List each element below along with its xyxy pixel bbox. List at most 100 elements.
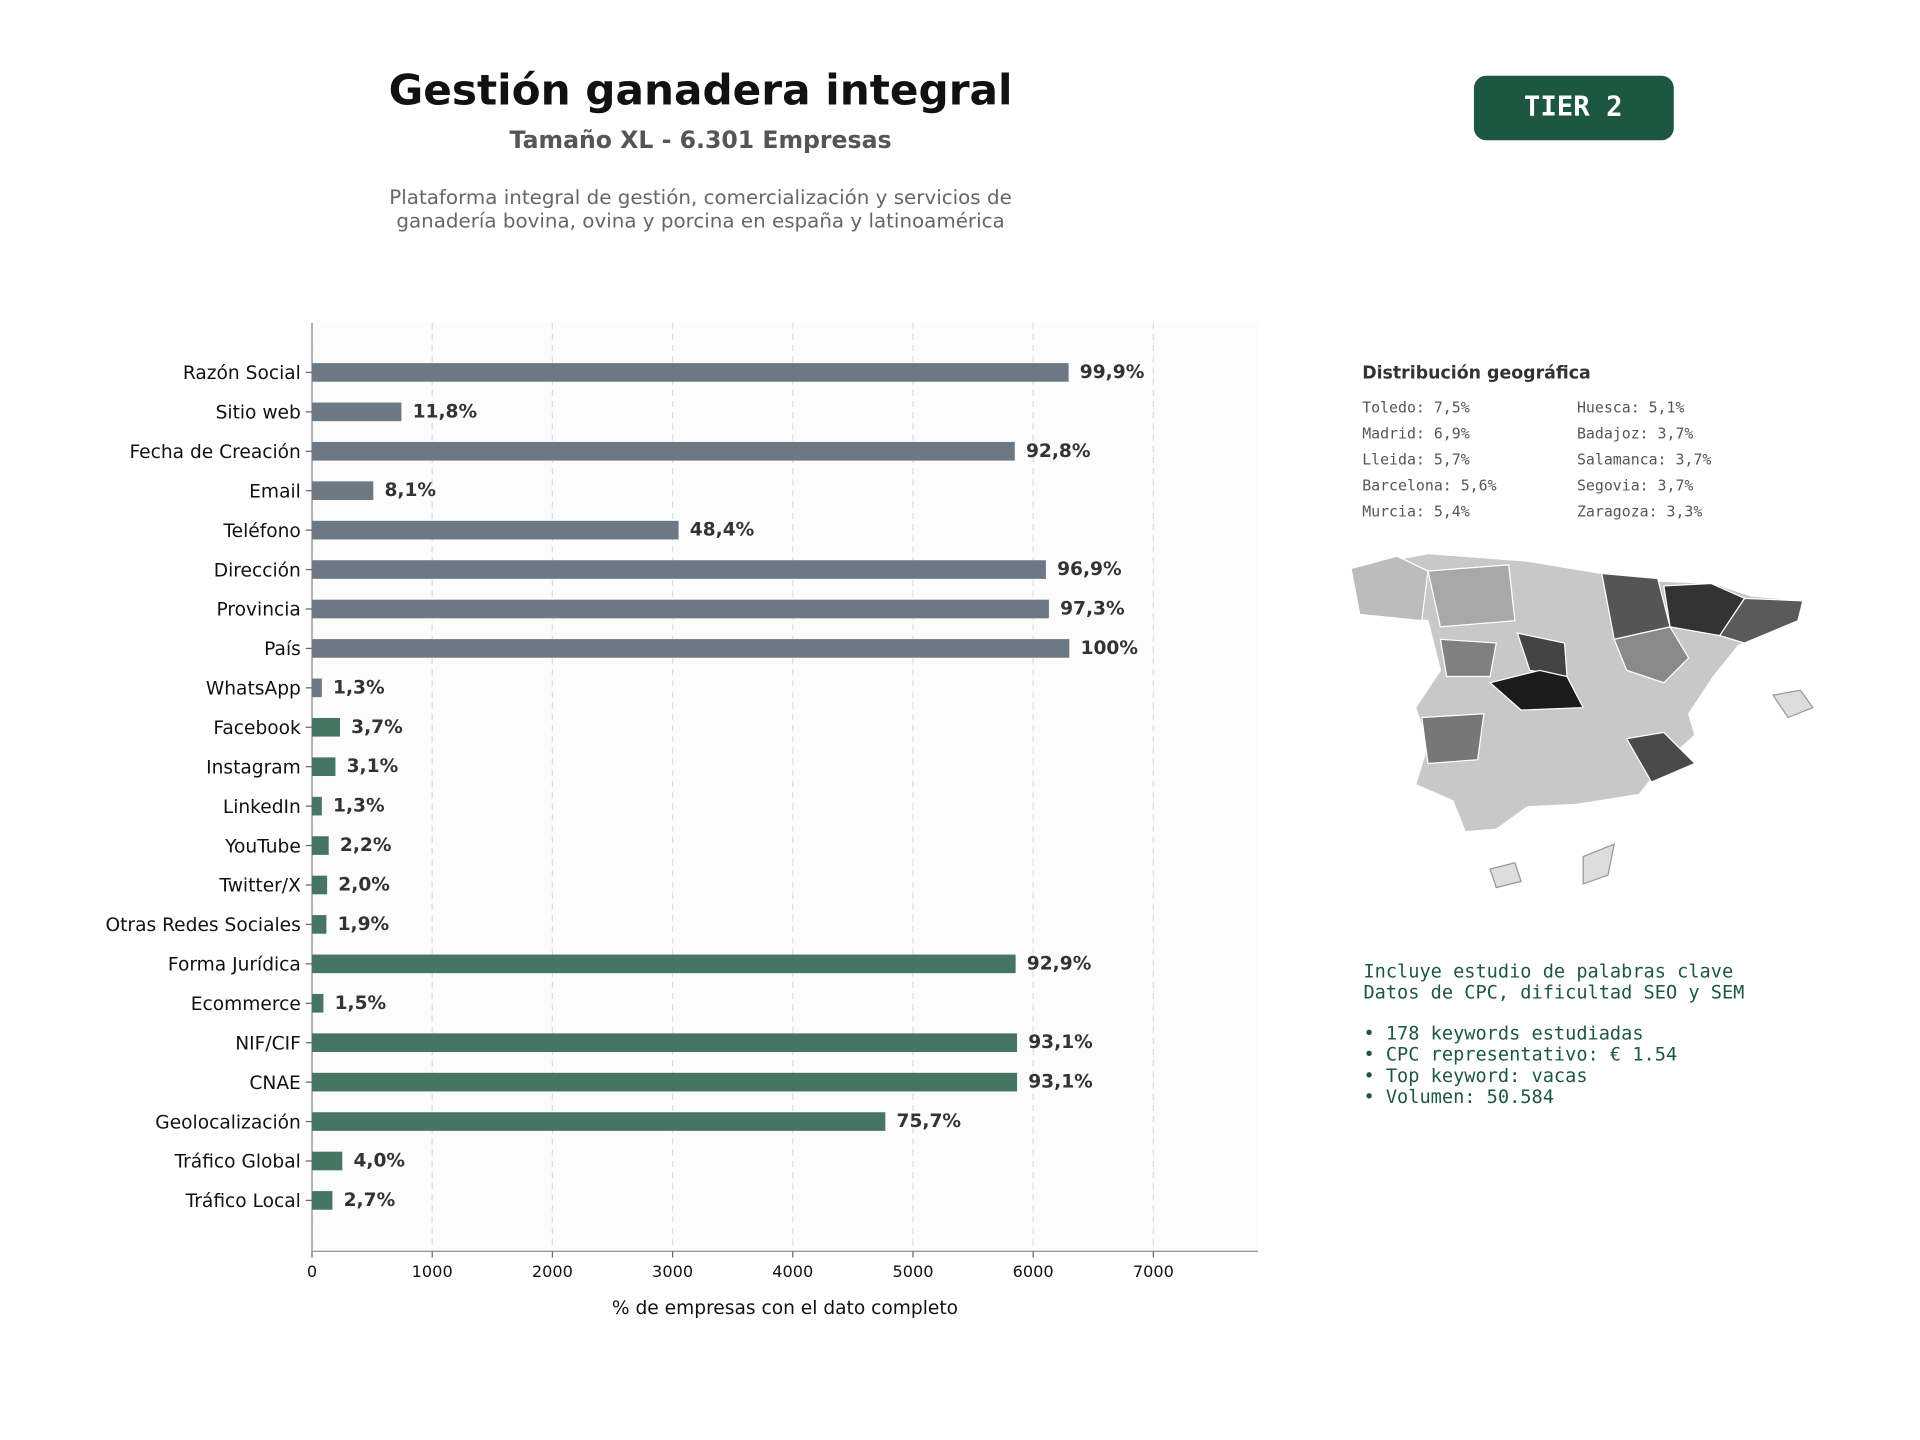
keyword-intro: Datos de CPC, dificultad SEO y SEM	[1363, 983, 1744, 1004]
description: ganadería bovina, ovina y porcina en esp…	[396, 210, 1004, 233]
y-tick-label: Provincia	[217, 600, 301, 621]
x-tick-label: 2000	[532, 1262, 573, 1281]
geo-item: Salamanca: 3,7%	[1577, 451, 1711, 469]
x-tick-label: 7000	[1133, 1262, 1174, 1281]
y-tick-label: NIF/CIF	[235, 1033, 301, 1054]
plot-area	[312, 322, 1258, 1252]
map-region	[1488, 669, 1585, 711]
bar	[312, 954, 1016, 974]
value-label: 92,8%	[1026, 441, 1091, 462]
keyword-intro: Incluye estudio de palabras clave	[1363, 961, 1733, 982]
y-tick-label: Ecommerce	[191, 994, 301, 1015]
value-label: 96,9%	[1057, 559, 1122, 580]
value-label: 8,1%	[384, 480, 436, 501]
bar	[312, 796, 322, 816]
bar	[312, 757, 336, 777]
value-label: 93,1%	[1028, 1072, 1093, 1093]
value-label: 3,1%	[347, 756, 399, 777]
map	[1350, 553, 1814, 889]
y-tick-label: Facebook	[213, 718, 301, 739]
y-tick-label: Sitio web	[216, 403, 301, 424]
y-tick-label: WhatsApp	[206, 679, 301, 700]
y-tick-label: Twitter/X	[218, 876, 301, 897]
geo-item: Lleida: 5,7%	[1362, 451, 1470, 469]
geo-item: Madrid: 6,9%	[1362, 424, 1470, 442]
geo-item: Segovia: 3,7%	[1577, 477, 1693, 495]
badge-text: TIER 2	[1524, 91, 1623, 122]
bar	[312, 1151, 343, 1171]
y-tick-label: YouTube	[224, 836, 301, 857]
x-tick-label: 0	[307, 1262, 317, 1281]
bar	[312, 1112, 886, 1131]
value-label: 93,1%	[1028, 1032, 1093, 1053]
y-tick-label: Tráfico Global	[174, 1152, 301, 1173]
bar	[312, 993, 324, 1013]
y-tick-label: Forma Jurídica	[168, 955, 301, 976]
value-label: 3,7%	[351, 717, 403, 738]
keyword-bullet: • CPC representativo: € 1.54	[1363, 1045, 1677, 1066]
bar	[312, 717, 341, 737]
bar	[312, 639, 1070, 658]
description: Plataforma integral de gestión, comercia…	[389, 186, 1011, 209]
x-tick-label: 1000	[412, 1262, 453, 1281]
value-label: 75,7%	[897, 1111, 962, 1132]
keyword-bullet: • Top keyword: vacas	[1363, 1066, 1587, 1087]
bar	[312, 1191, 333, 1210]
keyword-bullet: • Volumen: 50.584	[1363, 1087, 1553, 1108]
value-label: 1,9%	[338, 914, 390, 935]
y-tick-label: Tráfico Local	[185, 1191, 301, 1212]
geo-item: Murcia: 5,4%	[1362, 503, 1470, 521]
bar	[312, 875, 328, 895]
bar	[312, 441, 1015, 461]
y-tick-label: Instagram	[206, 757, 301, 778]
map-region	[1350, 555, 1429, 622]
value-label: 92,9%	[1027, 953, 1092, 974]
map-region	[1625, 731, 1696, 783]
y-tick-label: Dirección	[214, 560, 301, 581]
value-label: 2,2%	[340, 835, 392, 856]
geo-item: Barcelona: 5,6%	[1362, 477, 1496, 495]
value-label: 2,0%	[338, 874, 390, 895]
y-tick-label: Teléfono	[222, 521, 300, 542]
keyword-bullet: • 178 keywords estudiadas	[1363, 1024, 1643, 1045]
value-label: 1,3%	[333, 677, 385, 698]
map-region	[1718, 597, 1804, 644]
map-island	[1582, 843, 1616, 885]
geo-item: Zaragoza: 3,3%	[1577, 503, 1702, 521]
value-label: 11,8%	[413, 401, 478, 422]
value-label: 100%	[1081, 638, 1139, 659]
geo-item: Huesca: 5,1%	[1577, 398, 1685, 416]
value-label: 48,4%	[690, 520, 755, 541]
map-region	[1427, 564, 1516, 628]
geo-title: Distribución geográfica	[1362, 364, 1591, 384]
bar	[312, 836, 329, 855]
value-label: 99,9%	[1080, 362, 1145, 383]
subtitle: Tamaño XL - 6.301 Empresas	[510, 126, 892, 154]
bar	[312, 1072, 1018, 1092]
bar	[312, 915, 327, 934]
y-tick-label: LinkedIn	[223, 797, 301, 818]
y-tick-label: País	[264, 639, 301, 660]
geo-item: Toledo: 7,5%	[1362, 398, 1470, 416]
bar	[312, 402, 402, 422]
value-label: 1,5%	[335, 993, 387, 1014]
badge	[1473, 75, 1674, 141]
chart-title: Gestión ganadera integral	[389, 66, 1013, 115]
x-tick-label: 6000	[1013, 1262, 1054, 1281]
x-tick-label: 3000	[652, 1262, 693, 1281]
x-tick-label: 5000	[892, 1262, 933, 1281]
x-tick-label: 4000	[772, 1262, 813, 1281]
bar	[312, 520, 679, 540]
y-tick-label: Razón Social	[183, 363, 301, 384]
y-tick-label: Geolocalización	[155, 1112, 301, 1133]
x-axis-label: % de empresas con el dato completo	[612, 1298, 958, 1319]
map-region	[1439, 638, 1498, 678]
y-tick-label: CNAE	[249, 1073, 300, 1094]
bar	[312, 363, 1069, 382]
bar	[312, 560, 1046, 579]
map-region	[1613, 626, 1690, 684]
bar	[312, 1033, 1018, 1053]
value-label: 4,0%	[353, 1150, 405, 1171]
y-tick-label: Fecha de Creación	[129, 442, 300, 463]
